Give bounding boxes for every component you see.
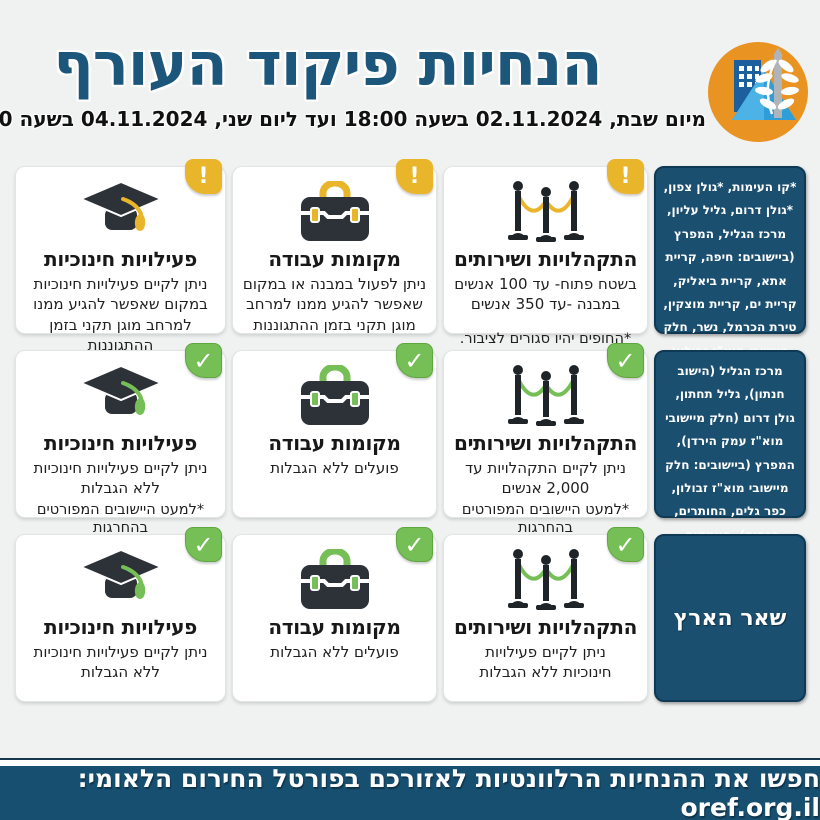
row-partial-restrictions: מרכז הגליל (הישוב חנתון), גליל תחתון, גו… [14,343,806,665]
check-badge: ✓ [607,343,644,378]
footer-divider [0,758,820,760]
footer-divider-strip [0,760,820,766]
graduation-cap-icon [78,180,163,231]
card-title: פעילויות חינוכיות [44,247,197,271]
card-education: ! פעילויות חינוכיות ניתן לקיים פעילויות … [15,159,226,393]
card-workplaces: ! מקומות עבודה ניתן לפעול במבנה או במקום… [232,159,437,334]
card-title: התקהלויות ושירותים [453,615,638,639]
card-body: ניתן לפעול במבנה או במקום שאפשר להגיע ממ… [242,275,427,334]
exclamation-badge: ! [396,159,433,194]
graduation-cap-icon [78,548,163,599]
card-title: מקומות עבודה [268,247,401,271]
check-badge: ✓ [396,527,433,562]
check-badge: ✓ [607,527,644,562]
card-gatherings: ✓ התקהלויות ושירותים ניתן לקיים פעילויות… [443,527,648,702]
home-front-command-logo-icon [708,42,808,142]
card-body: ניתן לקיים פעילויות חינוכיות ללא הגבלות [33,643,208,682]
card-education: ✓ פעילויות חינוכיות ניתן לקיים פעילויות … [15,343,226,536]
footer-link[interactable]: חפשו את ההנחיות הרלוונטיות לאזורכם בפורט… [77,764,820,820]
card-gatherings: ! התקהלויות ושירותים בשטח פתוח- עד 100 א… [443,159,648,347]
region-label: שאר הארץ [673,605,787,631]
footer: חפשו את ההנחיות הרלוונטיות לאזורכם בפורט… [0,758,820,820]
card-title: פעילויות חינוכיות [44,615,197,639]
card-footnote: *החופים יהיו סגורים לציבור. [459,330,632,347]
card-body: ניתן לקיים התקהלויות עד 2,000 אנשים [464,459,627,498]
briefcase-icon [300,549,369,609]
briefcase-icon [300,365,369,425]
exclamation-badge: ! [607,159,644,194]
card-title: פעילויות חינוכיות [44,431,197,455]
guidelines-grid: *קו העימות, *גולן צפון, *גולן דרום, גליל… [0,159,820,702]
card-body: בשטח פתוח- עד 100 אנשים במבנה -עד 350 אנ… [454,275,637,314]
gathering-stanchions-icon [507,365,584,426]
card-body: פועלים ללא הגבלות [270,643,399,661]
page-subtitle: מיום שבת, 02.11.2024 בשעה 18:00 ועד ליום… [0,107,706,131]
card-footnote: *למעט היישובים המפורטים בהחרגות [461,501,630,537]
check-badge: ✓ [396,343,433,378]
page-title: הנחיות פיקוד העורף [53,30,602,100]
card-title: התקהלויות ושירותים [453,431,638,455]
card-body: ניתן לקיים פעילויות חינוכיות ללא הגבלות [479,643,612,682]
card-body: ניתן לקיים פעילויות חינוכיות ללא הגבלות [33,459,208,498]
card-title: מקומות עבודה [268,615,401,639]
region-card-center-north: מרכז הגליל (הישוב חנתון), גליל תחתון, גו… [654,350,806,665]
graduation-cap-icon [78,364,163,415]
card-title: התקהלויות ושירותים [453,247,638,271]
header-titles: הנחיות פיקוד העורף מיום שבת, 02.11.2024 … [0,30,706,132]
card-education: ✓ פעילויות חינוכיות ניתן לקיים פעילויות … [15,527,226,702]
card-gatherings: ✓ התקהלויות ושירותים ניתן לקיים התקהלויו… [443,343,648,536]
briefcase-icon [300,181,369,241]
home-front-command-logo [706,40,810,144]
region-card-rest-of-country: שאר הארץ [654,534,806,702]
check-badge: ✓ [185,343,222,378]
card-body: פועלים ללא הגבלות [270,459,399,477]
header: הנחיות פיקוד העורף מיום שבת, 02.11.2024 … [0,0,820,144]
card-workplaces: ✓ מקומות עבודה פועלים ללא הגבלות [232,527,437,702]
exclamation-badge: ! [185,159,222,194]
region-card-north: *קו העימות, *גולן צפון, *גולן דרום, גליל… [654,166,806,411]
card-title: מקומות עבודה [268,431,401,455]
gathering-stanchions-icon [507,549,584,610]
check-badge: ✓ [185,527,222,562]
gathering-stanchions-icon [507,181,584,242]
row-rest-of-country: שאר הארץ ✓ התקהלויות ושירותים ניתן לקיים… [14,527,806,702]
card-workplaces: ✓ מקומות עבודה פועלים ללא הגבלות [232,343,437,518]
card-body: ניתן לקיים פעילויות חינוכיות במקום שאפשר… [33,275,208,354]
row-north-restricted: *קו העימות, *גולן צפון, *גולן דרום, גליל… [14,159,806,411]
card-footnote: *למעט היישובים המפורטים בהחרגות [36,501,205,537]
